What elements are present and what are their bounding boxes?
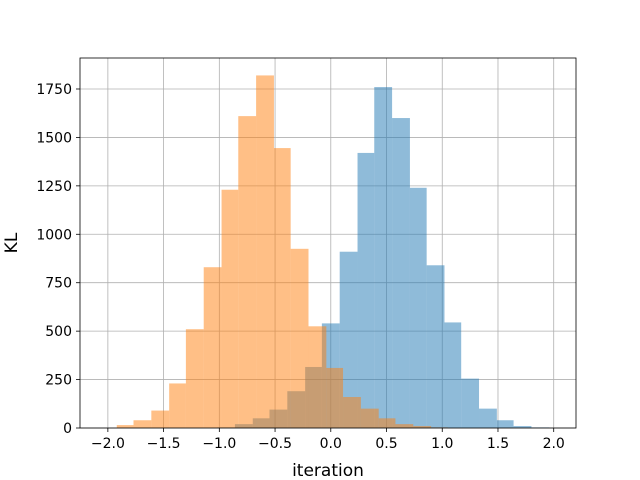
histogram-bar-series-1 (461, 378, 480, 428)
histogram-bar-series-1 (426, 265, 445, 428)
histogram-bar-series-2 (221, 189, 239, 428)
y-tick-label: 0 (63, 421, 72, 437)
bars (116, 75, 550, 429)
histogram-bar-series-2 (360, 408, 379, 428)
histogram-bar-series-1 (409, 187, 427, 428)
histogram-bar-series-1 (392, 118, 410, 428)
histogram-bar-series-2 (290, 248, 309, 428)
histogram-bar-series-1 (357, 152, 375, 429)
histogram-bar-series-2 (256, 75, 274, 428)
y-tick-label: 1250 (36, 179, 72, 195)
y-tick-label: 250 (45, 373, 72, 389)
y-tick-label: 750 (45, 276, 72, 292)
y-axis: 0 250 500 750 1000 1250 1500 1750 (36, 82, 80, 437)
histogram-bar-series-2 (151, 410, 170, 428)
histogram-bar-series-2 (343, 397, 361, 428)
histogram-bar-series-2 (395, 424, 414, 428)
y-tick-label: 1500 (36, 130, 72, 146)
histogram-bar-series-1 (339, 251, 358, 428)
histogram-bar-series-2 (378, 418, 396, 428)
plot-frame (79, 57, 577, 429)
x-tick-label: 2.0 (543, 436, 565, 452)
histogram-bar-series-1 (496, 420, 514, 428)
histogram-bar-series-1 (444, 322, 462, 428)
histogram-bar-series-2 (326, 367, 344, 428)
histogram-bar-series-1 (374, 87, 393, 429)
histogram-bar-series-2 (185, 329, 204, 428)
x-tick-label: −1.0 (202, 436, 236, 452)
x-tick-label: 1.0 (431, 436, 453, 452)
x-tick-label: −1.5 (147, 436, 181, 452)
histogram-bar-series-2 (308, 326, 327, 428)
histogram-bar-series-2 (238, 116, 257, 429)
x-tick-label: −0.5 (258, 436, 292, 452)
plot-area: −2.0 −1.5 −1.0 −0.5 0.0 0.5 1.0 1.5 2.0 0 250 500 7… (36, 57, 577, 452)
x-axis-label: iteration (292, 461, 364, 480)
histogram-bar-series-2 (116, 425, 134, 428)
histogram-bar-series-2 (169, 383, 186, 428)
y-tick-label: 500 (45, 324, 72, 340)
x-tick-label: 1.5 (487, 436, 509, 452)
histogram-bar-series-2 (413, 426, 432, 428)
x-tick-label: 0.0 (320, 436, 342, 452)
y-axis-label: KL (2, 232, 22, 253)
y-tick-label: 1750 (36, 82, 72, 98)
y-tick-label: 1000 (36, 227, 72, 243)
histogram-bar-series-2 (133, 420, 152, 428)
histogram-bar-series-1 (479, 408, 497, 428)
x-tick-label: 0.5 (375, 436, 397, 452)
x-tick-label: −2.0 (91, 436, 125, 452)
histogram-bar-series-1 (513, 426, 532, 428)
histogram-bar-series-2 (273, 148, 291, 428)
histogram-bar-series-2 (203, 267, 222, 428)
x-axis: −2.0 −1.5 −1.0 −0.5 0.0 0.5 1.0 1.5 2.0 (91, 428, 565, 452)
